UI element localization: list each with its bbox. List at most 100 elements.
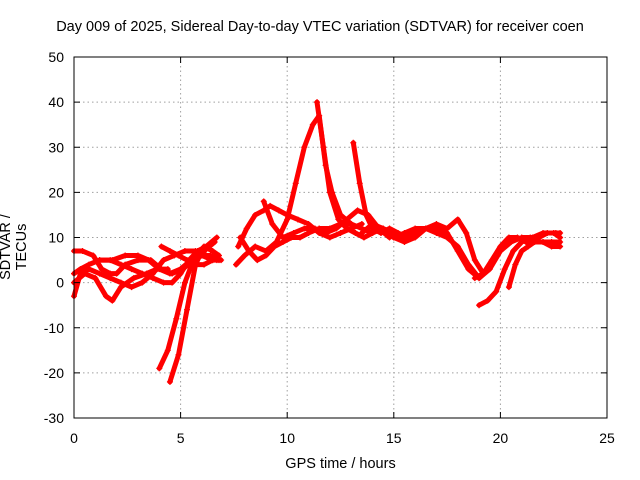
data-point <box>484 297 491 304</box>
data-point <box>181 248 188 255</box>
data-point <box>512 261 519 268</box>
data-point <box>463 229 470 236</box>
data-point <box>233 261 240 268</box>
data-point <box>311 225 318 232</box>
y-tick-label: 10 <box>48 230 64 246</box>
data-point <box>85 266 92 273</box>
data-point <box>201 243 208 250</box>
data-point <box>271 243 278 250</box>
series-trace <box>233 113 375 268</box>
x-tick-label: 10 <box>279 430 295 446</box>
series-arc14 <box>350 139 483 282</box>
data-point <box>90 252 97 259</box>
data-point <box>540 239 547 246</box>
data-point <box>314 99 321 106</box>
data-point <box>130 275 137 282</box>
data-point <box>335 216 342 223</box>
data-point <box>531 239 538 246</box>
data-point <box>77 270 84 277</box>
data-point <box>292 180 299 187</box>
y-axis-label: SDTVAR / TECUs <box>0 214 30 280</box>
data-point <box>326 234 333 241</box>
data-point <box>275 207 282 214</box>
data-point <box>505 284 512 291</box>
x-tick-label: 25 <box>599 430 615 446</box>
y-tick-label: -10 <box>44 320 64 336</box>
data-point <box>267 202 274 209</box>
x-tick-label: 20 <box>493 430 509 446</box>
x-tick-label: 5 <box>177 430 185 446</box>
data-point <box>444 225 451 232</box>
data-point <box>380 225 387 232</box>
data-point <box>209 248 216 255</box>
data-point <box>465 261 472 268</box>
data-point <box>149 270 156 277</box>
data-point <box>544 229 551 236</box>
data-point <box>243 225 250 232</box>
data-point <box>320 144 327 151</box>
data-point <box>254 257 261 264</box>
data-point <box>166 378 173 385</box>
data-point <box>175 351 182 358</box>
data-point <box>175 252 182 259</box>
data-point <box>173 315 180 322</box>
data-point <box>96 257 103 264</box>
data-point <box>252 211 259 218</box>
data-point <box>145 257 152 264</box>
data-point <box>343 216 350 223</box>
data-point <box>235 243 242 250</box>
data-point <box>305 220 312 227</box>
chart-title: Day 009 of 2025, Sidereal Day-to-day VTE… <box>56 19 584 35</box>
data-point <box>369 220 376 227</box>
data-point <box>505 234 512 241</box>
data-point <box>358 220 365 227</box>
data-point <box>378 229 385 236</box>
data-point <box>476 302 483 309</box>
data-point <box>279 234 286 241</box>
data-point <box>557 243 564 250</box>
data-point <box>139 279 146 286</box>
data-point <box>412 234 419 241</box>
x-tick-label: 15 <box>386 430 402 446</box>
data-point <box>128 284 135 291</box>
data-point <box>269 220 276 227</box>
data-point <box>211 239 218 246</box>
data-point <box>510 248 517 255</box>
data-point <box>444 234 451 241</box>
data-point <box>356 180 363 187</box>
data-point <box>322 229 329 236</box>
data-point <box>79 248 86 255</box>
data-point <box>493 288 500 295</box>
data-point <box>177 266 184 273</box>
data-point <box>488 257 495 264</box>
axis-ticks: 0 5 10 15 20 25 -30 -20 -10 0 10 20 30 40 50 <box>44 49 615 446</box>
data-point <box>497 243 504 250</box>
series-trace <box>350 140 482 281</box>
series-trace <box>235 203 365 249</box>
data-point <box>337 229 344 236</box>
data-point <box>333 225 340 232</box>
data-point <box>107 275 114 282</box>
data-point <box>262 252 269 259</box>
data-point <box>363 211 370 218</box>
data-point <box>508 239 515 246</box>
data-point <box>358 229 365 236</box>
data-point <box>309 121 316 128</box>
y-tick-label: -30 <box>44 410 64 426</box>
data-point <box>241 252 248 259</box>
data-point <box>96 270 103 277</box>
y-tick-label: 30 <box>48 139 64 155</box>
data-point <box>401 229 408 236</box>
data-point <box>518 248 525 255</box>
data-point <box>514 234 521 241</box>
data-point <box>160 257 167 264</box>
data-point <box>160 279 167 286</box>
data-point <box>252 243 259 250</box>
data-point <box>122 252 129 259</box>
data-point <box>557 229 564 236</box>
data-point <box>169 279 176 286</box>
data-point <box>354 207 361 214</box>
data-point <box>98 266 105 273</box>
data-point <box>422 225 429 232</box>
